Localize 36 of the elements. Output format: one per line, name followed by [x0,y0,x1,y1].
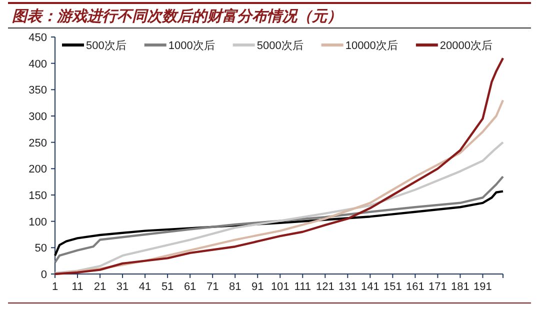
x-tick-label: 171 [428,281,447,293]
x-tick-label: 81 [228,281,242,293]
legend-label: 1000次后 [168,39,215,52]
y-tick-label: 450 [28,32,47,44]
x-tick-label: 131 [338,281,357,293]
x-tick-label: 141 [360,281,380,293]
x-tick-label: 1 [52,281,58,293]
legend-label: 500次后 [86,39,126,52]
y-tick-label: 200 [28,164,47,176]
x-tick-label: 151 [384,281,402,293]
chart-title: 图表：游戏进行不同次数后的财富分布情况（元） [12,7,342,25]
x-tick-label: 41 [138,281,152,293]
y-tick-label: 100 [28,216,47,228]
x-tick-label: 11 [72,281,84,293]
x-tick-label: 51 [161,281,174,293]
y-tick-label: 250 [28,137,47,150]
x-tick-label: 181 [451,281,470,293]
x-tick-label: 111 [294,281,312,293]
x-tick-label: 121 [316,281,334,293]
x-tick-label: 71 [206,281,219,293]
legend-label: 10000次后 [345,39,398,52]
x-tick-label: 21 [94,281,106,293]
x-tick-label: 91 [251,281,264,293]
x-tick-label: 161 [406,281,424,293]
y-tick-label: 150 [28,190,47,202]
y-tick-label: 50 [34,242,47,255]
legend-label: 5000次后 [256,39,304,52]
x-tick-label: 61 [184,281,196,293]
x-tick-label: 31 [116,281,129,293]
y-tick-label: 0 [40,269,47,281]
x-tick-label: 191 [474,281,492,293]
x-tick-label: 101 [270,281,290,293]
y-tick-label: 350 [28,84,47,97]
y-tick-label: 300 [28,111,47,123]
legend-label: 20000次后 [440,39,493,52]
y-tick-label: 400 [28,58,47,70]
